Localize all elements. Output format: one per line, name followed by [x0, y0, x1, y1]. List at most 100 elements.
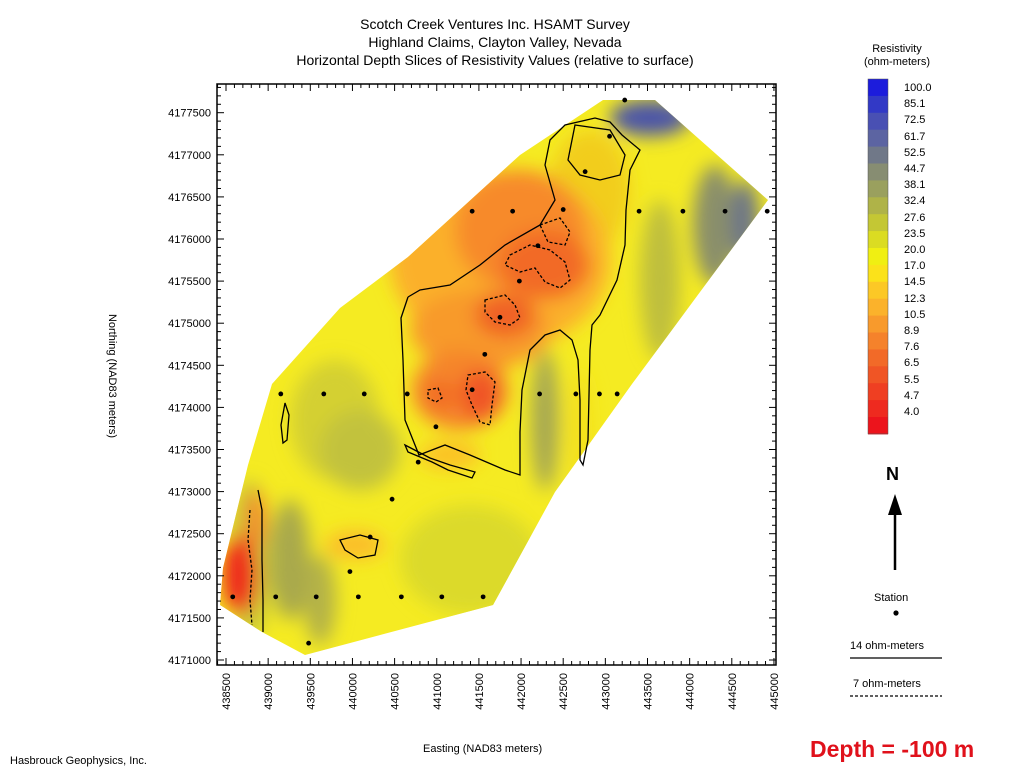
x-tick-label: 442500: [558, 673, 570, 710]
x-tick-label: 445000: [769, 673, 781, 710]
station-point: [230, 594, 236, 600]
x-tick-label: 442000: [516, 673, 528, 710]
legend-color-cell: [868, 264, 888, 283]
legend-label: 4.0: [904, 406, 920, 418]
legend-label: 38.1: [904, 179, 926, 192]
station-point: [622, 97, 628, 103]
y-tick-label: 4175500: [168, 276, 211, 288]
station-point: [367, 534, 373, 540]
x-tick-label: 443500: [643, 673, 655, 710]
station-point: [398, 594, 404, 600]
legend-color-cell: [868, 112, 888, 131]
x-tick-label: 444000: [685, 673, 697, 710]
legend-label: 23.5: [904, 227, 926, 240]
y-tick-label: 4177000: [168, 150, 211, 162]
legend-label: 7.6: [904, 341, 920, 354]
station-point: [510, 208, 516, 214]
station-legend-symbol: [893, 610, 899, 616]
legend-color-cell: [868, 298, 888, 317]
station-point: [415, 459, 421, 465]
title-line-1: Scotch Creek Ventures Inc. HSAMT Survey: [360, 16, 630, 32]
title-line-2: Highland Claims, Clayton Valley, Nevada: [368, 34, 622, 50]
y-axis-label: Northing (NAD83 meters): [106, 313, 118, 439]
legend-color-cell: [868, 95, 888, 114]
x-tick-labels: 438500 439000 439500 440000 440500 441000 4415…: [221, 673, 781, 710]
legend-color-cell: [868, 248, 888, 266]
y-tick-label: 4171500: [168, 613, 211, 625]
x-tick-label: 441500: [474, 673, 486, 710]
station-point: [306, 640, 312, 646]
station-point: [273, 594, 279, 600]
y-tick-label: 4173000: [168, 487, 211, 499]
y-tick-label: 4175000: [168, 318, 211, 330]
legend-title: Resistivity (ohm-meters): [852, 43, 942, 69]
legend-label: 4.7: [904, 389, 920, 402]
legend-color-cell: [868, 281, 888, 300]
north-label: N: [886, 464, 899, 484]
legend-color-cell: [868, 163, 888, 181]
y-tick-label: 4174500: [168, 360, 211, 372]
legend-color-cell: [868, 315, 888, 333]
legend-label: 12.3: [904, 292, 926, 305]
x-tick-label: 439000: [263, 673, 275, 710]
station-point: [347, 569, 353, 574]
legend-color-bar: [867, 78, 889, 435]
legend-bar-frame: [867, 78, 889, 435]
station-point: [278, 391, 284, 397]
legend-color-cell: [868, 417, 888, 435]
legend-label: 10.5: [904, 308, 926, 321]
y-tick-label: 4173500: [168, 445, 211, 457]
resistivity-surface: [220, 100, 768, 655]
station-point: [614, 391, 620, 397]
legend-label: 27.6: [904, 211, 926, 224]
legend-color-cell: [868, 383, 888, 401]
station-point: [482, 351, 488, 357]
legend-label: 8.9: [904, 325, 920, 337]
legend-color-cell: [868, 180, 888, 198]
station-point: [497, 314, 503, 320]
station-point: [597, 391, 602, 397]
legend-title-line-1: Resistivity: [872, 43, 922, 55]
station-point: [516, 278, 522, 284]
station-point: [433, 424, 439, 430]
legend-color-cell: [868, 129, 888, 148]
station-point: [722, 208, 728, 214]
station-point: [480, 594, 486, 600]
station-point: [537, 391, 542, 397]
station-point: [355, 594, 361, 600]
y-tick-label: 4176500: [168, 192, 211, 204]
y-tick-label: 4172500: [168, 529, 211, 541]
station-points: [230, 97, 770, 646]
legend-color-cell: [868, 214, 888, 232]
station-point: [389, 496, 395, 502]
legend-label: 14.5: [904, 276, 926, 289]
legend-color-cell: [868, 332, 888, 350]
station-point: [439, 594, 445, 600]
title-line-3: Horizontal Depth Slices of Resistivity V…: [296, 52, 694, 68]
station-point: [636, 208, 642, 214]
station-point: [313, 594, 319, 600]
x-tick-label: 438500: [221, 673, 233, 710]
station-point: [573, 391, 579, 397]
legend-label: 5.5: [904, 373, 920, 386]
contour-7-legend-label: 7 ohm-meters: [853, 678, 921, 690]
legend-color-cell: [868, 366, 888, 384]
contour-14-lines: [257, 117, 641, 632]
x-tick-label: 441000: [432, 673, 444, 710]
station-legend-label: Station: [874, 592, 909, 604]
station-point: [535, 243, 541, 249]
depth-label: Depth = -100 m: [810, 736, 975, 762]
x-tick-label: 440000: [347, 673, 359, 710]
legend-label: 72.5: [904, 114, 926, 127]
credit-label: Hasbrouck Geophysics, Inc.: [10, 755, 147, 767]
contour-14-legend-label: 14 ohm-meters: [850, 640, 924, 652]
x-tick-label: 440500: [390, 673, 402, 710]
y-tick-labels: 4177500 4177000 4176500 4176000 4175500 41750…: [168, 108, 211, 667]
north-arrow-icon: [888, 494, 902, 570]
station-point: [404, 391, 410, 397]
legend-label: 52.5: [904, 146, 926, 159]
legend-label: 61.7: [904, 130, 926, 143]
station-point: [321, 391, 327, 397]
legend-label: 100.0: [904, 82, 932, 94]
